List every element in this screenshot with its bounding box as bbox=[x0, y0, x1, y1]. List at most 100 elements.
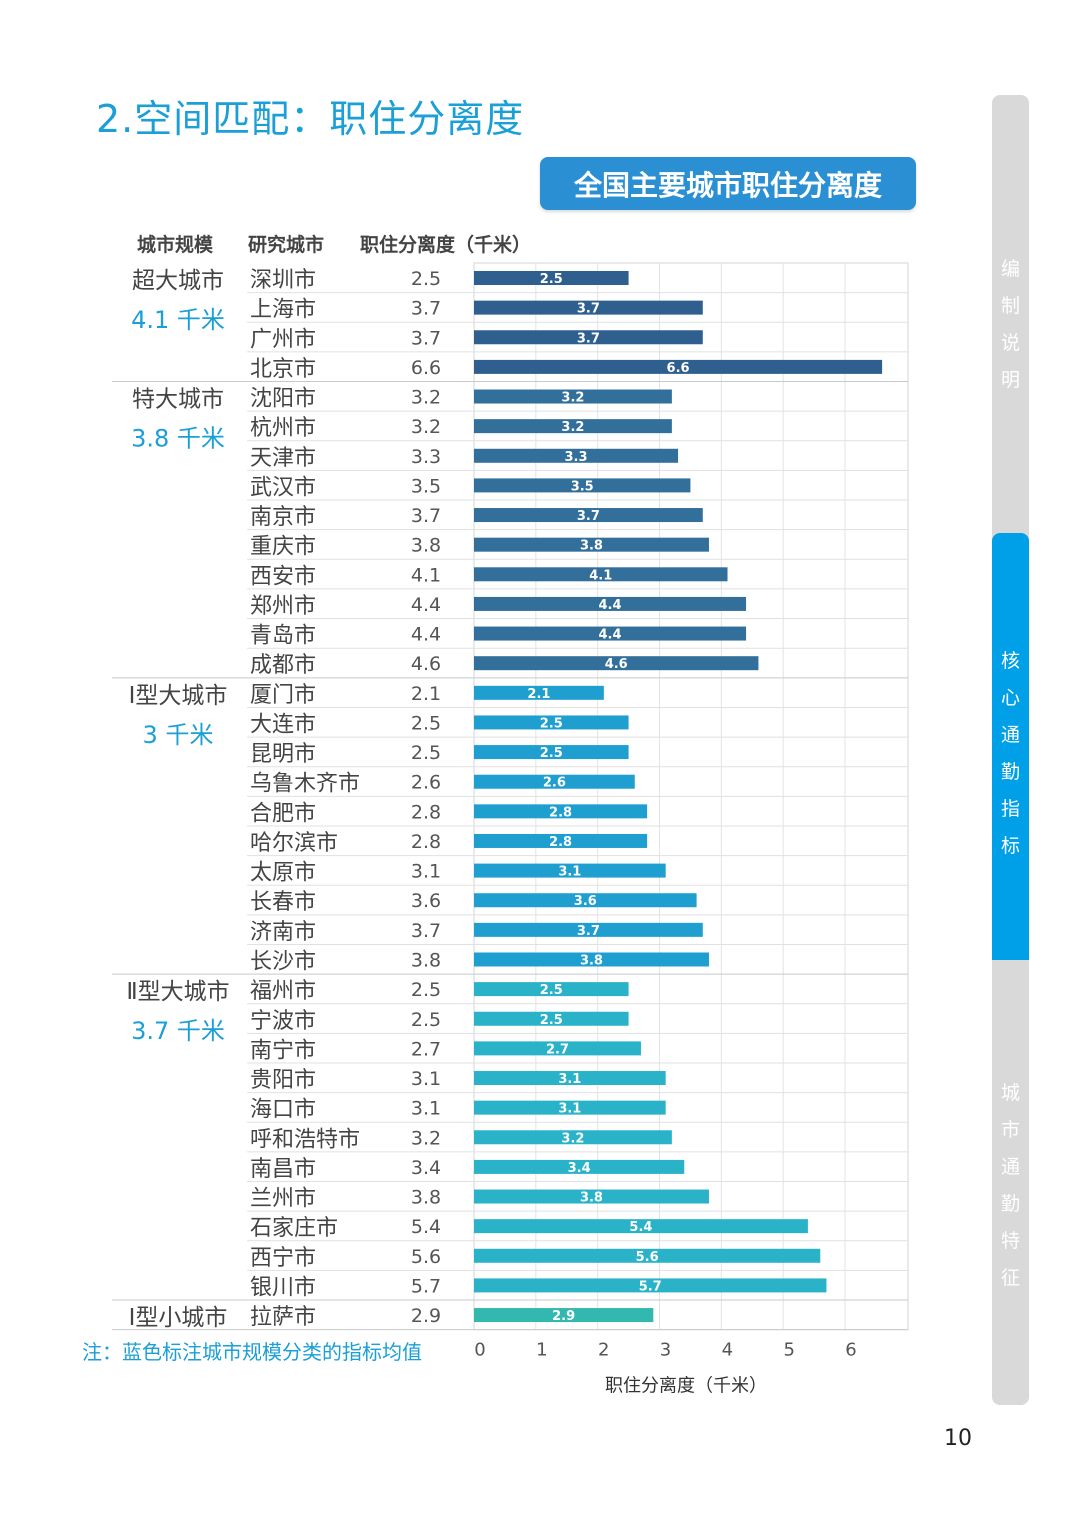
bar bbox=[474, 1278, 827, 1293]
bar bbox=[474, 952, 709, 967]
page-title: 2.空间匹配：职住分离度 bbox=[96, 97, 525, 141]
tab-label-char: 制 bbox=[1000, 295, 1020, 317]
city-value: 2.7 bbox=[411, 1038, 441, 1060]
city-value: 2.8 bbox=[411, 801, 441, 823]
city-value: 3.8 bbox=[411, 949, 441, 971]
bar bbox=[474, 1071, 666, 1086]
x-tick-label: 1 bbox=[536, 1340, 547, 1361]
bar bbox=[474, 330, 703, 345]
bar-data-label: 3.4 bbox=[568, 1161, 591, 1176]
city-name: 郑州市 bbox=[250, 594, 316, 619]
bar bbox=[474, 567, 728, 582]
bar bbox=[474, 982, 629, 997]
bar-data-label: 2.8 bbox=[549, 805, 572, 820]
bar bbox=[474, 1130, 672, 1145]
page-number: 10 bbox=[944, 1426, 972, 1451]
x-axis-title: 职住分离度（千米） bbox=[605, 1376, 767, 1397]
city-value: 4.4 bbox=[411, 624, 441, 646]
city-name: 呼和浩特市 bbox=[250, 1127, 360, 1152]
city-name: 贵阳市 bbox=[250, 1068, 316, 1093]
tab-label-char: 说 bbox=[1000, 332, 1020, 354]
city-value: 2.5 bbox=[411, 268, 441, 290]
city-name: 深圳市 bbox=[250, 268, 316, 293]
city-name: 海口市 bbox=[250, 1098, 316, 1123]
city-value: 2.6 bbox=[411, 772, 441, 794]
tab-label-char: 标 bbox=[1000, 835, 1020, 857]
bar-data-label: 4.1 bbox=[589, 568, 612, 583]
city-name: 西安市 bbox=[250, 564, 316, 589]
city-value: 3.3 bbox=[411, 446, 441, 468]
chart-title-banner: 全国主要城市职住分离度 bbox=[540, 157, 916, 210]
city-name: 长春市 bbox=[250, 890, 316, 915]
bar bbox=[474, 863, 666, 878]
bar-data-label: 5.4 bbox=[629, 1220, 652, 1235]
bar bbox=[474, 1189, 709, 1204]
side-tab-bar: 编制说明 核心通勤指标 城市通勤特征 bbox=[992, 95, 1029, 1405]
bar-data-label: 3.8 bbox=[580, 539, 603, 554]
city-name: 合肥市 bbox=[250, 801, 316, 826]
city-value: 2.9 bbox=[411, 1305, 441, 1327]
bar bbox=[474, 419, 672, 434]
city-value: 3.2 bbox=[411, 387, 441, 409]
tab-label-char: 核 bbox=[1000, 650, 1020, 672]
bar bbox=[474, 626, 747, 641]
bar-data-label: 6.6 bbox=[667, 361, 690, 376]
bar-data-label: 5.6 bbox=[636, 1250, 659, 1265]
city-name: 天津市 bbox=[250, 446, 316, 471]
bar-data-label: 2.9 bbox=[552, 1309, 575, 1324]
bar bbox=[474, 537, 709, 552]
bar bbox=[474, 1248, 821, 1263]
city-name: 沈阳市 bbox=[250, 387, 316, 412]
bar-data-label: 3.8 bbox=[580, 1191, 603, 1206]
bar bbox=[474, 893, 697, 908]
header-value: 职住分离度（千米） bbox=[360, 234, 532, 256]
bar-data-label: 3.5 bbox=[571, 479, 594, 494]
bar bbox=[474, 1041, 641, 1056]
bar bbox=[474, 359, 883, 374]
tab-core-commute-indicators[interactable]: 核心通勤指标 bbox=[992, 533, 1029, 970]
bar-data-label: 4.6 bbox=[605, 657, 628, 672]
tab-label-char: 市 bbox=[1000, 1119, 1020, 1141]
group-average: 3 千米 bbox=[143, 721, 214, 749]
bar-data-label: 2.8 bbox=[549, 835, 572, 850]
group-name: 超大城市 bbox=[132, 268, 224, 294]
bar-data-label: 3.7 bbox=[577, 509, 600, 524]
city-value: 3.1 bbox=[411, 1098, 441, 1120]
bar bbox=[474, 448, 679, 463]
tab-label-char: 指 bbox=[1000, 798, 1020, 820]
tab-label-char: 勤 bbox=[1000, 761, 1020, 783]
city-name: 广州市 bbox=[250, 327, 316, 352]
city-name: 成都市 bbox=[250, 653, 316, 678]
city-name: 福州市 bbox=[250, 979, 316, 1004]
city-name: 济南市 bbox=[250, 920, 316, 945]
city-value: 3.5 bbox=[411, 475, 441, 497]
city-value: 5.7 bbox=[411, 1275, 441, 1297]
tab-label-char: 心 bbox=[1000, 687, 1020, 709]
group-name: Ⅱ型大城市 bbox=[126, 979, 229, 1005]
bar bbox=[474, 271, 629, 285]
bar-data-label: 3.1 bbox=[558, 1072, 581, 1087]
city-name: 大连市 bbox=[250, 712, 316, 737]
bar bbox=[474, 508, 703, 523]
city-value: 3.8 bbox=[411, 1187, 441, 1209]
tab-label-char: 通 bbox=[1000, 724, 1020, 746]
bar-data-label: 3.7 bbox=[577, 924, 600, 939]
bar-data-label: 3.1 bbox=[558, 865, 581, 880]
bar-data-label: 2.5 bbox=[540, 272, 563, 287]
bar bbox=[474, 596, 747, 611]
bar-data-label: 2.1 bbox=[527, 687, 550, 702]
city-name: 宁波市 bbox=[250, 1009, 316, 1034]
city-value: 3.1 bbox=[411, 1068, 441, 1090]
city-value: 2.5 bbox=[411, 742, 441, 764]
city-value: 2.8 bbox=[411, 831, 441, 853]
x-tick-label: 6 bbox=[845, 1340, 856, 1361]
tab-city-commute-features[interactable]: 城市通勤特征 bbox=[992, 960, 1029, 1405]
city-name: 重庆市 bbox=[250, 535, 316, 560]
bar bbox=[474, 774, 635, 789]
city-name: 昆明市 bbox=[250, 742, 316, 767]
tab-label-char: 通 bbox=[1000, 1156, 1020, 1178]
bar-data-label: 2.5 bbox=[540, 983, 563, 998]
city-name: 南昌市 bbox=[250, 1157, 316, 1182]
bar-data-label: 3.1 bbox=[558, 1102, 581, 1117]
tab-compilation-notes[interactable]: 编制说明 bbox=[992, 95, 1029, 545]
